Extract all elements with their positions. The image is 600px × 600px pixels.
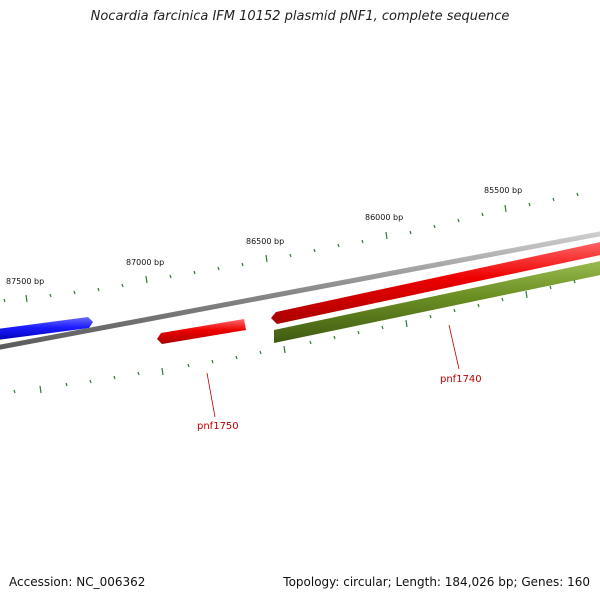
scale-label-86000: 86000 bp <box>365 213 403 222</box>
scale-label-86500: 86500 bp <box>246 237 284 246</box>
tick <box>313 248 316 253</box>
tick-major <box>504 204 507 213</box>
gene-label-pnf1740[interactable]: pnf1740 <box>440 374 482 385</box>
tick <box>381 325 384 330</box>
tick <box>309 340 312 345</box>
tick-major <box>405 319 408 328</box>
scale-label-87500: 87500 bp <box>6 277 44 286</box>
gene-arrow-olive[interactable] <box>274 259 600 343</box>
outer-tick-ring <box>3 192 579 303</box>
tick <box>193 270 196 275</box>
tick <box>241 262 244 267</box>
tick <box>501 297 504 302</box>
tick <box>73 290 76 295</box>
tick <box>211 359 214 364</box>
tick <box>333 335 336 340</box>
gene-arrow-pnf1750[interactable] <box>157 319 246 344</box>
map-title: Nocardia farcinica IFM 10152 plasmid pNF… <box>90 9 510 24</box>
tick <box>453 308 456 313</box>
tick <box>121 283 124 288</box>
gene-arrow-blue[interactable] <box>0 317 93 341</box>
tick-major <box>145 275 148 284</box>
tick-major <box>39 385 42 394</box>
tick <box>235 355 238 360</box>
tick <box>409 230 412 235</box>
leader-line-pnf1750 <box>206 372 216 418</box>
tick <box>137 371 140 376</box>
tick <box>361 239 364 244</box>
tick <box>337 243 340 248</box>
tick <box>65 382 68 387</box>
tick-major <box>525 290 528 299</box>
tick <box>289 253 292 258</box>
summary-text: Topology: circular; Length: 184,026 bp; … <box>283 575 590 589</box>
tick <box>481 212 484 217</box>
tick <box>97 287 100 292</box>
tick <box>549 285 552 290</box>
tick-major <box>385 231 388 240</box>
tick <box>13 389 16 394</box>
tick <box>552 197 555 202</box>
tick <box>89 379 92 384</box>
tick <box>187 363 190 368</box>
inner-tick-ring <box>13 279 576 394</box>
tick <box>433 224 436 229</box>
tick <box>576 192 579 197</box>
tick <box>169 274 172 279</box>
tick <box>113 375 116 380</box>
tick-major <box>265 254 268 263</box>
tick <box>217 266 220 271</box>
tick <box>357 330 360 335</box>
gene-label-pnf1750[interactable]: pnf1750 <box>197 421 239 432</box>
tick-major <box>25 294 28 303</box>
gene-arrow-pnf1740[interactable] <box>271 240 600 324</box>
tick <box>528 202 531 207</box>
accession-text: Accession: NC_006362 <box>9 575 146 589</box>
tick <box>429 314 432 319</box>
tick <box>49 293 52 298</box>
tick <box>477 303 480 308</box>
tick <box>259 350 262 355</box>
tick <box>3 298 6 303</box>
scale-label-85500: 85500 bp <box>484 186 522 195</box>
backbone-line <box>0 231 600 350</box>
tick-major <box>161 367 164 376</box>
leader-line-pnf1740 <box>448 324 460 370</box>
tick-major <box>283 345 286 354</box>
tick <box>457 218 460 223</box>
tick <box>573 279 576 284</box>
scale-labels: 85500 bp 86000 bp 86500 bp 87000 bp 8750… <box>6 186 522 286</box>
scale-label-87000: 87000 bp <box>126 258 164 267</box>
